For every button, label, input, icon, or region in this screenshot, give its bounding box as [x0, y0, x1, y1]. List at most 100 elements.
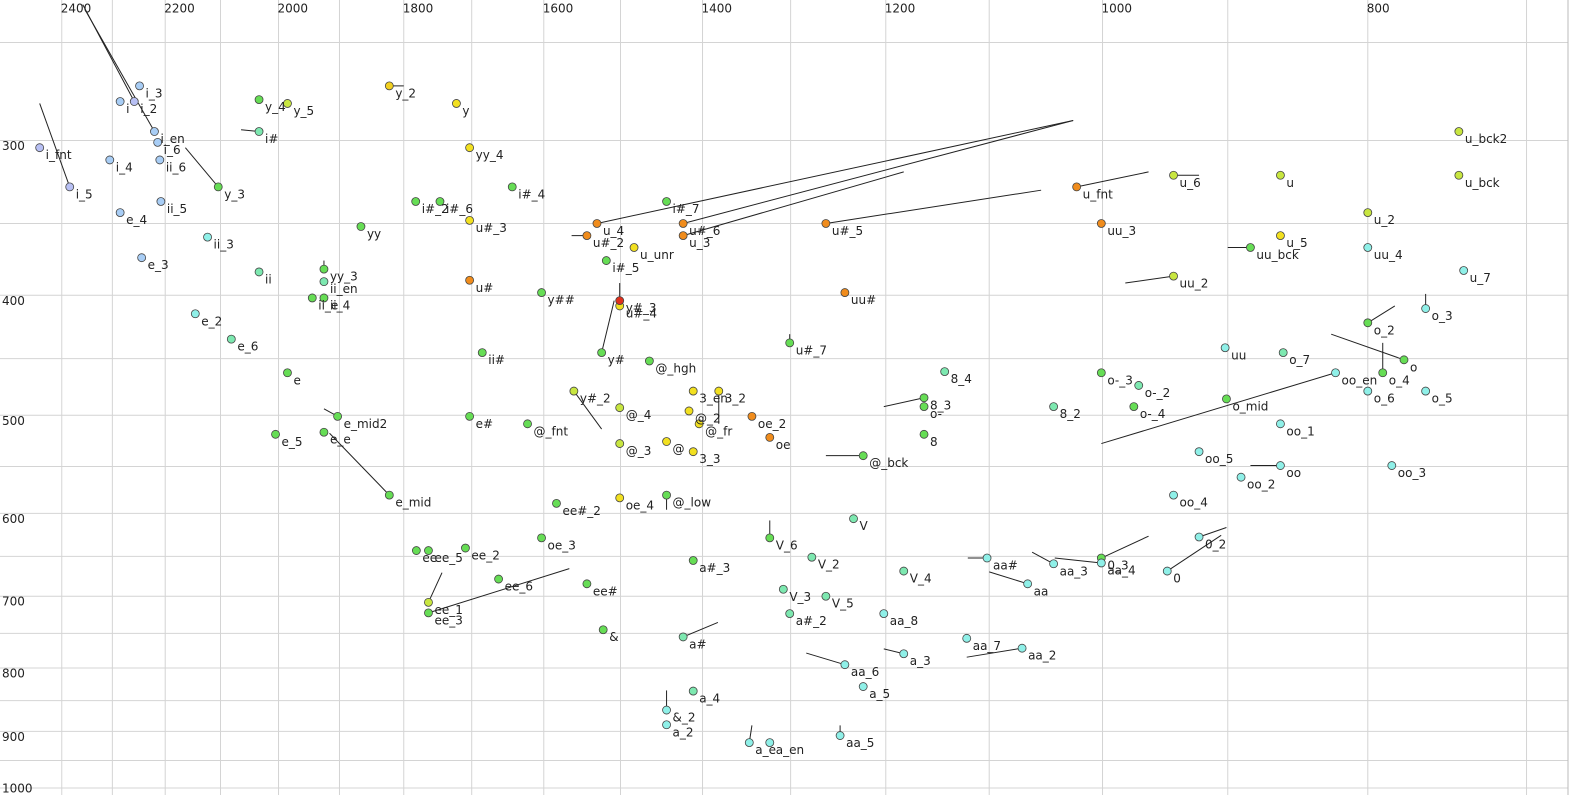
point-label: uu_2 [1180, 277, 1209, 291]
point [507, 182, 517, 192]
point [537, 533, 546, 543]
point [899, 649, 909, 659]
point-label: 8_4 [951, 372, 972, 386]
point-label: i_6 [164, 143, 181, 157]
point-label: i_3 [146, 86, 163, 100]
point-label: ii_4 [330, 298, 350, 312]
point-label: ii_6 [166, 160, 186, 174]
point [778, 584, 788, 594]
point-label: aa_6 [851, 665, 879, 679]
point-label: ee_5 [434, 551, 462, 565]
point-label: oo_1 [1286, 424, 1314, 438]
point-label: V_2 [818, 558, 840, 572]
point [1072, 182, 1082, 192]
point [1096, 219, 1106, 228]
point [1194, 532, 1204, 542]
point-label: y#_2 [580, 392, 611, 406]
point [356, 222, 366, 231]
point [785, 338, 795, 348]
trajectory [1331, 333, 1405, 361]
point-label: o_5 [1432, 392, 1453, 406]
point-label: u# [476, 281, 494, 295]
point [424, 597, 433, 607]
point-label: 3_en [699, 392, 728, 406]
point-label: o_6 [1374, 392, 1395, 406]
point-label: u#_6 [689, 224, 720, 238]
point [744, 738, 754, 748]
point [1421, 304, 1431, 313]
x-tick-label: 1800 [403, 2, 434, 16]
point [597, 348, 607, 358]
point-label: 8_2 [1060, 407, 1081, 421]
point [319, 293, 329, 303]
point [821, 591, 831, 601]
point [1169, 170, 1178, 180]
point [1276, 419, 1285, 429]
point [477, 348, 487, 358]
point [629, 243, 639, 252]
point-label: ii [265, 272, 272, 286]
point-label: 0_3 [1107, 559, 1128, 573]
point [849, 514, 858, 524]
point-label: u_4 [603, 224, 624, 238]
point-label: u#_4 [626, 306, 657, 320]
point [435, 197, 445, 206]
point-label: & [609, 630, 618, 644]
point-label: ee [422, 551, 437, 565]
point [688, 556, 698, 565]
trajectory [329, 432, 390, 496]
point [1276, 461, 1285, 470]
point-label: yy [367, 227, 381, 241]
point [150, 127, 159, 136]
point-label: uu [1231, 348, 1246, 362]
point-label: a_2 [673, 725, 694, 739]
point-label: @_low [673, 496, 712, 510]
point [899, 566, 909, 576]
point [411, 546, 421, 555]
point [424, 608, 433, 618]
point [919, 393, 929, 403]
point [156, 197, 166, 206]
point [523, 419, 532, 429]
point [615, 296, 625, 306]
point [1363, 243, 1373, 252]
point [226, 334, 236, 344]
points [35, 81, 1469, 748]
point-label: a_3 [910, 654, 931, 668]
point-label: u_bck [1465, 176, 1500, 190]
point-label: y# [608, 353, 625, 367]
point-label: i# [265, 132, 278, 146]
point [662, 490, 671, 500]
point [1421, 386, 1431, 396]
trajectory [683, 171, 904, 237]
y-tick-label: 600 [2, 512, 25, 526]
point-label: u_unr [640, 248, 674, 262]
point [615, 493, 625, 503]
point-label: oo [1286, 466, 1301, 480]
point-label: o_4 [1389, 373, 1410, 387]
point [1220, 343, 1230, 353]
point-label: o_7 [1289, 353, 1310, 367]
point [1387, 461, 1397, 470]
x-tick-label: 800 [1367, 2, 1390, 16]
point-label: u_7 [1470, 271, 1491, 285]
point [1129, 402, 1139, 412]
point [678, 219, 688, 228]
point-label: u_3 [689, 236, 710, 250]
point-label: aa_5 [846, 736, 874, 750]
point [1246, 243, 1255, 252]
trajectory [1101, 535, 1149, 559]
point-label: y## [548, 293, 575, 307]
point [135, 81, 144, 91]
point-label: y_4 [265, 100, 286, 114]
point-label: a#_2 [796, 614, 827, 628]
point [283, 368, 292, 378]
point-label: e_2 [201, 314, 222, 328]
point [858, 451, 868, 461]
point [271, 429, 280, 439]
point-label: @_fr [705, 424, 732, 438]
y-tick-label: 1000 [2, 782, 33, 796]
point-label: i#_5 [612, 261, 639, 275]
point-label: i_4 [116, 160, 133, 174]
point [203, 232, 212, 242]
